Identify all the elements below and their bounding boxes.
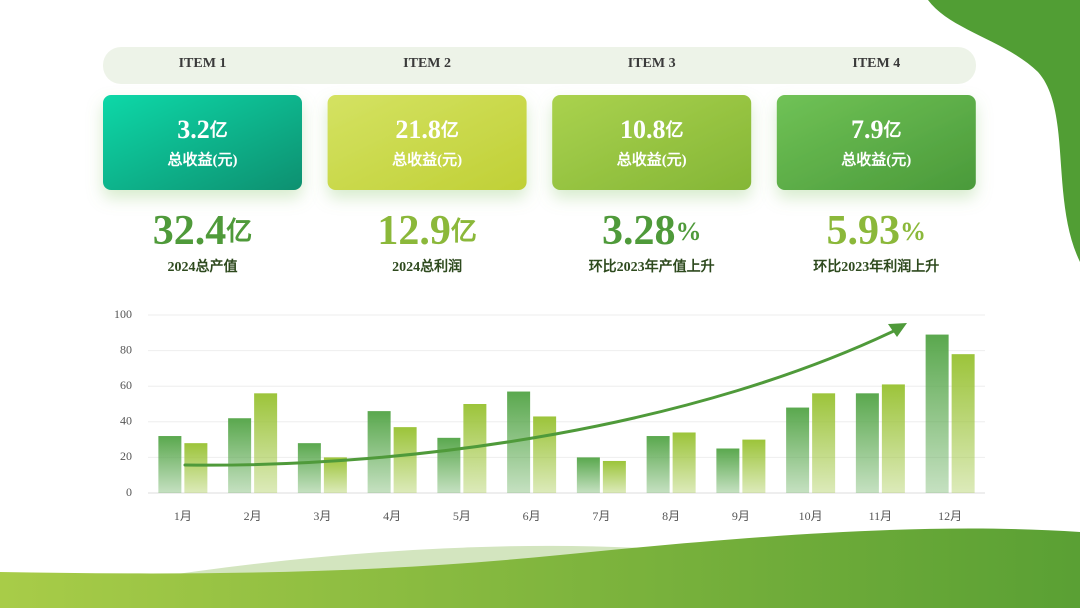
stat-unit: % bbox=[675, 217, 701, 246]
stat-number: 12.9 bbox=[377, 208, 451, 254]
x-tick-label: 1月 bbox=[174, 509, 192, 523]
x-tick-label: 6月 bbox=[523, 509, 541, 523]
card-value: 21.8亿 bbox=[395, 115, 459, 144]
bar bbox=[602, 460, 626, 493]
decor-wave-light bbox=[150, 545, 640, 580]
item-label: ITEM 2 bbox=[403, 56, 451, 71]
item-label: ITEM 3 bbox=[628, 56, 676, 71]
y-tick-label: 60 bbox=[120, 378, 132, 392]
card-caption: 总收益(元) bbox=[392, 150, 462, 168]
bar bbox=[925, 334, 949, 493]
chart: 0 20 40 60 80 100 1月 2月 3月 4月 5月 6月 7月 8月 9月 10月 11月 12月 bbox=[114, 307, 985, 523]
stat-number: 3.28 bbox=[602, 208, 676, 254]
stat-value: 5.93% bbox=[827, 208, 927, 254]
card-caption: 总收益(元) bbox=[841, 150, 911, 168]
card-number: 21.8 bbox=[395, 115, 441, 144]
decor-blob bbox=[928, 0, 1080, 262]
x-tick-label: 12月 bbox=[938, 509, 962, 523]
x-tick-label: 2月 bbox=[244, 509, 262, 523]
bar bbox=[367, 411, 391, 493]
bar bbox=[576, 457, 600, 493]
bar bbox=[228, 418, 252, 493]
y-tick-label: 20 bbox=[120, 449, 132, 463]
trend-arrow-head bbox=[888, 323, 907, 337]
bar bbox=[437, 437, 461, 493]
bar bbox=[158, 436, 182, 493]
stat-caption: 环比2023年利润上升 bbox=[813, 258, 939, 275]
bar bbox=[507, 391, 531, 493]
stat-unit: % bbox=[900, 217, 926, 246]
stat-caption: 环比2023年产值上升 bbox=[589, 258, 715, 275]
bar bbox=[646, 436, 670, 493]
bar bbox=[855, 393, 879, 493]
card-value: 3.2亿 bbox=[177, 115, 228, 144]
bar bbox=[323, 457, 347, 493]
y-tick-label: 40 bbox=[120, 414, 132, 428]
x-tick-label: 5月 bbox=[453, 509, 471, 523]
card-unit: 亿 bbox=[441, 119, 459, 140]
item-label: ITEM 1 bbox=[179, 56, 227, 71]
bar bbox=[716, 448, 740, 493]
item-label: ITEM 4 bbox=[852, 56, 900, 71]
bar bbox=[254, 393, 278, 493]
bar bbox=[812, 393, 836, 493]
stat-caption: 2024总产值 bbox=[168, 258, 238, 275]
x-tick-label: 8月 bbox=[662, 509, 680, 523]
bar bbox=[393, 427, 417, 493]
stat-value: 12.9亿 bbox=[377, 208, 477, 254]
item-header-bar bbox=[103, 47, 976, 84]
x-tick-label: 7月 bbox=[592, 509, 610, 523]
card bbox=[103, 95, 302, 190]
stat-caption: 2024总利润 bbox=[392, 258, 462, 275]
stat-number: 5.93 bbox=[827, 208, 901, 254]
card-caption: 总收益(元) bbox=[168, 150, 238, 168]
card-unit: 亿 bbox=[210, 119, 228, 140]
card-unit: 亿 bbox=[884, 119, 902, 140]
y-tick-label: 0 bbox=[126, 485, 132, 499]
bar bbox=[742, 439, 766, 493]
bar bbox=[881, 384, 905, 493]
y-tick-label: 80 bbox=[120, 342, 132, 356]
stat-value: 32.4亿 bbox=[153, 208, 253, 254]
bar bbox=[951, 354, 975, 493]
card bbox=[552, 95, 752, 190]
trend-arrow bbox=[183, 326, 902, 467]
stat-unit: 亿 bbox=[226, 217, 252, 246]
card-value: 10.8亿 bbox=[620, 115, 684, 144]
x-tick-label: 9月 bbox=[732, 509, 750, 523]
bar bbox=[184, 443, 208, 493]
bar bbox=[533, 416, 557, 493]
card bbox=[776, 95, 976, 190]
bar bbox=[463, 404, 487, 493]
card-unit: 亿 bbox=[665, 119, 683, 140]
y-tick-label: 100 bbox=[114, 307, 132, 321]
card-number: 10.8 bbox=[620, 115, 666, 144]
card-value: 7.9亿 bbox=[851, 115, 902, 144]
bar bbox=[672, 432, 696, 493]
stat-number: 32.4 bbox=[153, 208, 227, 254]
card bbox=[327, 95, 527, 190]
x-tick-label: 3月 bbox=[313, 509, 331, 523]
x-tick-label: 10月 bbox=[799, 509, 823, 523]
card-number: 3.2 bbox=[177, 115, 210, 144]
bar bbox=[786, 407, 810, 493]
x-tick-label: 4月 bbox=[383, 509, 401, 523]
stat-value: 3.28% bbox=[602, 208, 702, 254]
stat-unit: 亿 bbox=[451, 217, 477, 246]
card-number: 7.9 bbox=[851, 115, 884, 144]
decor-wave bbox=[0, 528, 1080, 608]
bar bbox=[297, 443, 321, 493]
card-caption: 总收益(元) bbox=[617, 150, 687, 168]
x-tick-label: 11月 bbox=[869, 509, 893, 523]
